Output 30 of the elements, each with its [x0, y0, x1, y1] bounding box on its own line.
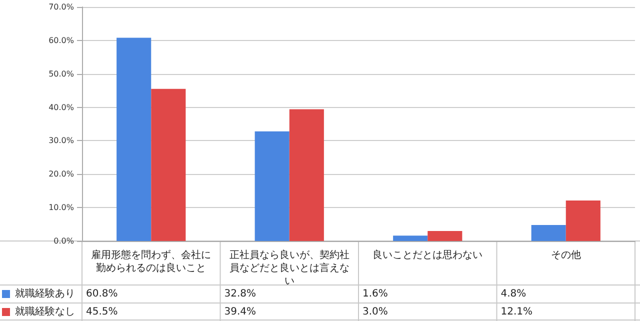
x-tick-label: 雇用形態を問わず、会社に勤められるのは良いこと — [91, 249, 212, 274]
y-tick-label: 40.0% — [48, 102, 74, 112]
y-tick-label: 30.0% — [48, 136, 74, 146]
y-tick-label: 60.0% — [48, 36, 74, 45]
bar — [289, 109, 324, 241]
x-tick-label: 正社員なら良いが、契約社員などだと良いとは言えない — [229, 249, 350, 287]
bar — [428, 230, 462, 241]
bar — [393, 236, 428, 241]
legend-label: 就職経験なし — [15, 306, 75, 318]
data-label: 3.0% — [362, 306, 388, 318]
data-label: 12.1% — [500, 306, 533, 318]
y-tick-label: 70.0% — [48, 2, 74, 12]
x-tick-label: 良いことだとは思わない — [372, 249, 483, 261]
data-label: 1.6% — [362, 288, 388, 300]
bar — [531, 224, 566, 241]
x-tick-label: その他 — [550, 249, 581, 261]
legend-label: 就職経験あり — [15, 288, 75, 300]
bar — [566, 200, 600, 241]
y-tick-label: 20.0% — [48, 170, 74, 179]
data-label: 4.8% — [500, 288, 526, 300]
y-tick-label: 50.0% — [48, 69, 74, 78]
data-label: 39.4% — [224, 306, 256, 318]
data-label: 32.8% — [224, 288, 256, 300]
bar — [254, 131, 290, 241]
bar — [151, 88, 186, 241]
y-tick-label: 0.0% — [54, 236, 74, 246]
data-label: 45.5% — [86, 306, 118, 318]
bar — [116, 38, 152, 241]
data-label: 60.8% — [86, 288, 118, 300]
y-tick-label: 10.0% — [48, 203, 74, 212]
